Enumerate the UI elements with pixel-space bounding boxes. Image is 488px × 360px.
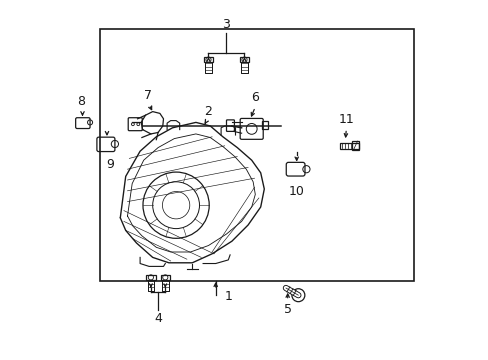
Text: 2: 2 <box>204 105 212 118</box>
Bar <box>147 280 154 291</box>
Bar <box>339 143 358 149</box>
Text: 6: 6 <box>251 91 259 104</box>
Text: 4: 4 <box>154 312 162 325</box>
Bar <box>241 62 247 73</box>
Bar <box>261 121 268 129</box>
Text: 9: 9 <box>106 158 114 171</box>
Text: 10: 10 <box>288 185 304 198</box>
Bar <box>146 275 155 280</box>
Bar <box>239 57 249 62</box>
Bar <box>162 280 168 291</box>
Text: 3: 3 <box>222 18 230 31</box>
Text: 11: 11 <box>338 113 353 126</box>
Bar <box>101 29 413 281</box>
Bar <box>351 141 358 150</box>
Bar <box>160 275 170 280</box>
Text: 7: 7 <box>144 89 152 102</box>
Bar <box>203 57 213 62</box>
Text: 8: 8 <box>77 95 85 108</box>
Text: 5: 5 <box>283 303 291 316</box>
Text: 1: 1 <box>224 291 232 303</box>
Bar <box>205 62 211 73</box>
